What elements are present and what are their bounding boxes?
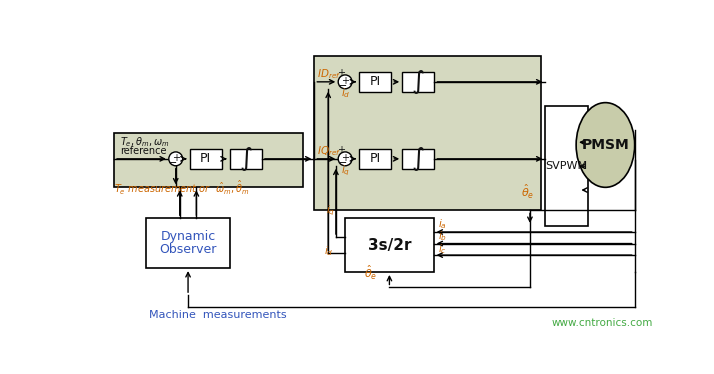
Text: $\hat{\theta}_e$: $\hat{\theta}_e$ — [364, 264, 378, 282]
Text: $i_q$: $i_q$ — [341, 164, 350, 178]
Text: PI: PI — [370, 152, 381, 165]
Text: $i_q$: $i_q$ — [326, 203, 335, 218]
Circle shape — [338, 75, 352, 89]
Text: $ID_{ref}$: $ID_{ref}$ — [316, 67, 341, 81]
Text: $\int$: $\int$ — [411, 68, 426, 96]
Circle shape — [338, 152, 352, 166]
Bar — [545, 107, 588, 226]
Text: +: + — [337, 68, 345, 79]
Text: PI: PI — [370, 75, 381, 88]
Bar — [402, 149, 434, 169]
Ellipse shape — [576, 102, 635, 187]
Text: $i_b$: $i_b$ — [438, 230, 448, 243]
Bar — [359, 72, 391, 92]
Text: +: + — [341, 153, 349, 163]
Text: +: + — [337, 145, 345, 156]
Text: +: + — [341, 76, 349, 86]
Text: Machine  measurements: Machine measurements — [149, 310, 286, 320]
Text: −: − — [338, 158, 347, 168]
Text: $T_e$ measurement or  $\hat{\omega}_m,\hat{\theta}_m$: $T_e$ measurement or $\hat{\omega}_m,\ha… — [114, 178, 250, 196]
Text: Dynamic: Dynamic — [161, 230, 216, 243]
Bar — [114, 134, 303, 187]
Text: +: + — [172, 153, 180, 163]
Bar — [402, 72, 434, 92]
Text: −: − — [168, 158, 177, 168]
Text: −: − — [338, 81, 347, 91]
Text: $IQ_{ref}$: $IQ_{ref}$ — [316, 144, 341, 158]
Text: 3s/2r: 3s/2r — [368, 237, 411, 252]
Text: reference: reference — [120, 146, 167, 156]
Text: $i_d$: $i_d$ — [341, 86, 350, 100]
Bar — [190, 149, 222, 169]
Text: SVPWM: SVPWM — [545, 161, 588, 171]
Text: $\hat{\theta}_e$: $\hat{\theta}_e$ — [521, 183, 534, 201]
Text: $i_a$: $i_a$ — [438, 217, 447, 231]
Circle shape — [169, 152, 183, 166]
Text: PI: PI — [200, 152, 211, 165]
Bar — [146, 218, 230, 268]
Text: $T_e,\theta_m,\omega_m$: $T_e,\theta_m,\omega_m$ — [120, 135, 170, 149]
Text: $\int$: $\int$ — [239, 145, 253, 173]
Bar — [314, 56, 541, 211]
Bar — [345, 218, 433, 272]
Text: $i_c$: $i_c$ — [438, 242, 447, 256]
Bar — [359, 149, 391, 169]
Text: PMSM: PMSM — [581, 138, 629, 152]
Text: $\int$: $\int$ — [411, 145, 426, 173]
Bar — [230, 149, 262, 169]
Text: Observer: Observer — [159, 243, 217, 256]
Text: $i_d$: $i_d$ — [324, 244, 334, 258]
Text: www.cntronics.com: www.cntronics.com — [551, 318, 653, 328]
